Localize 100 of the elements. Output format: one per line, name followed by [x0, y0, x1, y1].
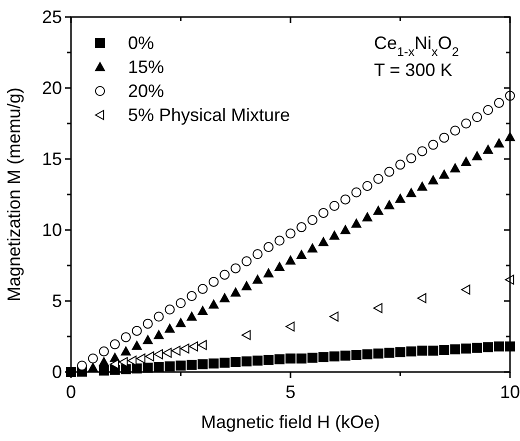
point [494, 138, 504, 148]
point [340, 225, 350, 234]
point [439, 344, 450, 355]
point [483, 144, 494, 154]
point [461, 118, 472, 128]
point [136, 354, 146, 364]
point [171, 346, 180, 356]
point [461, 344, 472, 354]
point [428, 175, 438, 184]
point [220, 358, 230, 368]
point [242, 330, 251, 340]
point [296, 354, 306, 364]
point [395, 160, 406, 170]
point [176, 318, 186, 328]
point [208, 276, 219, 287]
point [329, 200, 340, 211]
point [198, 284, 208, 294]
point [164, 324, 175, 333]
point [329, 230, 340, 240]
point [318, 208, 328, 218]
point [329, 351, 340, 362]
point [340, 350, 350, 361]
point [264, 354, 274, 365]
point [198, 306, 208, 316]
point [274, 236, 285, 246]
point [120, 332, 131, 342]
point [252, 249, 263, 260]
point [296, 222, 306, 232]
point [307, 243, 318, 253]
point [274, 354, 285, 364]
point [395, 347, 406, 358]
point [417, 146, 428, 156]
point [198, 359, 208, 370]
point [180, 344, 190, 354]
point [230, 287, 241, 297]
point [186, 360, 197, 370]
point [472, 151, 482, 160]
point [110, 359, 119, 370]
point [142, 335, 153, 344]
point [98, 357, 109, 366]
legend-label: 20% [128, 81, 164, 101]
point [472, 112, 482, 122]
point [127, 356, 137, 366]
legend-label: 0% [128, 33, 154, 53]
y-tick-label: 15 [42, 149, 62, 169]
point [351, 187, 362, 198]
point [428, 346, 438, 356]
point [162, 348, 172, 358]
point [274, 262, 285, 272]
legend-label: 5% Physical Mixture [128, 105, 290, 125]
point [132, 326, 142, 336]
point [307, 352, 318, 363]
y-tick-label: 10 [42, 220, 62, 240]
point [286, 322, 295, 332]
point [198, 340, 207, 350]
point [450, 344, 460, 354]
point [384, 348, 394, 358]
point [252, 356, 263, 366]
point [373, 206, 384, 215]
point [406, 346, 416, 356]
point [154, 312, 164, 322]
point [296, 250, 306, 259]
point [264, 268, 274, 278]
point [142, 318, 153, 329]
point [384, 166, 394, 177]
point [208, 300, 219, 309]
point [362, 212, 372, 222]
point [362, 180, 372, 191]
point [483, 105, 494, 116]
point [230, 357, 241, 368]
point [286, 354, 296, 364]
point [176, 298, 186, 308]
point [351, 350, 362, 360]
x-tick-label: 10 [500, 382, 520, 402]
point [252, 274, 263, 284]
x-tick-label: 0 [66, 382, 76, 402]
point [373, 174, 384, 184]
point [118, 357, 128, 368]
point [220, 293, 230, 302]
point [230, 263, 241, 274]
point [373, 348, 384, 359]
point [450, 163, 460, 172]
point [472, 342, 482, 353]
y-tick-label: 25 [42, 7, 62, 27]
point [395, 194, 406, 203]
point [98, 346, 109, 356]
point [439, 170, 450, 179]
y-tick-label: 0 [52, 362, 62, 382]
point [428, 140, 438, 150]
point [318, 352, 328, 362]
point [450, 126, 460, 136]
point [220, 270, 230, 280]
point [188, 341, 198, 352]
point [494, 341, 504, 352]
point [286, 228, 296, 239]
y-tick-label: 5 [52, 291, 62, 311]
y-tick-label: 20 [42, 78, 62, 98]
point [483, 342, 494, 352]
point [417, 346, 428, 356]
point [351, 218, 362, 228]
